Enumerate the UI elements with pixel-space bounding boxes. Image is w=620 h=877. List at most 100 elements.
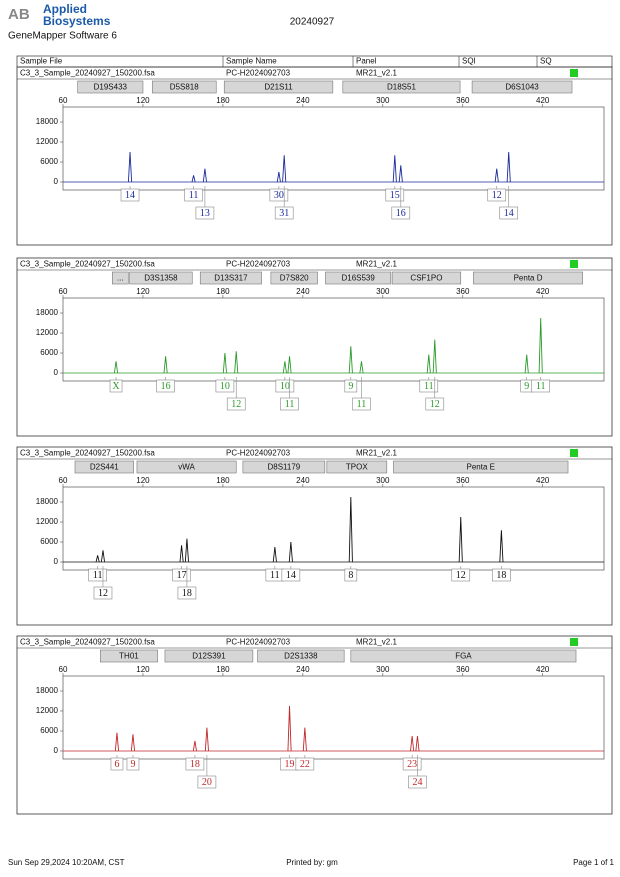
x-tick-label: 180 [216, 96, 230, 105]
sample-file: C3_3_Sample_20240927_150200.fsa [20, 449, 155, 458]
plot-area [62, 486, 605, 571]
quality-flag [570, 260, 578, 268]
x-tick-label: 120 [136, 476, 150, 485]
allele-label: 14 [125, 190, 135, 201]
y-tick-label: 12000 [36, 328, 59, 337]
panel-name: MR21_v2.1 [356, 69, 397, 78]
x-tick-label: 420 [536, 287, 550, 296]
y-tick-label: 6000 [40, 726, 58, 735]
marker-name: D5S818 [170, 83, 199, 92]
marker-box [257, 649, 345, 663]
peak [415, 735, 420, 752]
sample-file: C3_3_Sample_20240927_150200.fsa [20, 260, 155, 269]
y-tick-label: 18000 [36, 497, 59, 506]
allele-box [110, 757, 124, 771]
plot-area [62, 106, 605, 191]
x-tick-label: 60 [59, 665, 68, 674]
peak [282, 155, 287, 183]
sample-name: PC-H2024092703 [226, 260, 291, 269]
allele-label: 12 [492, 190, 502, 201]
peak [506, 151, 511, 183]
allele-label: X [112, 381, 120, 392]
peak [202, 168, 207, 183]
allele-label: 14 [504, 208, 514, 219]
allele-box [126, 757, 140, 771]
plot-area [62, 675, 605, 760]
allele-label: 8 [348, 570, 353, 581]
peak [234, 351, 239, 374]
allele-label: 12 [430, 399, 440, 410]
allele-label: 11 [424, 381, 434, 392]
peak [398, 165, 403, 183]
allele-box [425, 397, 445, 411]
peak [95, 555, 100, 563]
allele-label: 11 [285, 399, 295, 410]
peak [179, 545, 184, 563]
peak [538, 317, 543, 374]
peak [494, 168, 499, 183]
column-header: Sample File [20, 57, 63, 66]
allele-label: 18 [190, 759, 200, 770]
allele-box [280, 397, 299, 411]
x-tick-label: 360 [456, 96, 470, 105]
column-header: Panel [356, 57, 377, 66]
marker-name: D2S441 [90, 463, 119, 472]
marker-box [393, 460, 569, 474]
allele-label: 9 [130, 759, 135, 770]
logo-mark: AB [8, 6, 30, 23]
marker-name: D8S1179 [267, 463, 300, 472]
peak [184, 538, 189, 563]
footer-user: Printed by: gm [286, 858, 338, 867]
marker-box [242, 460, 326, 474]
allele-box [451, 568, 471, 582]
panel-frame [16, 257, 613, 437]
brand: Applied [43, 2, 87, 16]
allele-label: 11 [536, 381, 546, 392]
allele-box [487, 188, 507, 202]
allele-label: 18 [496, 570, 506, 581]
allele-box [120, 188, 140, 202]
marker-box [100, 649, 158, 663]
y-tick-label: 0 [54, 557, 59, 566]
panel-name: MR21_v2.1 [356, 260, 397, 269]
allele-box [274, 206, 294, 220]
allele-label: 19 [285, 759, 295, 770]
marker-box [199, 271, 262, 285]
footer-date: Sun Sep 29,2024 10:20AM, CST [8, 858, 125, 867]
allele-box [156, 379, 175, 393]
y-tick-label: 12000 [36, 706, 59, 715]
peak [288, 541, 293, 563]
allele-label: 11 [93, 570, 103, 581]
allele-box [109, 379, 123, 393]
allele-box [269, 188, 289, 202]
peak [276, 171, 281, 183]
marker-box [112, 271, 129, 285]
allele-label: 16 [161, 381, 171, 392]
marker-box [77, 80, 144, 94]
panel-name: MR21_v2.1 [356, 449, 397, 458]
allele-label: 15 [390, 190, 400, 201]
peak [191, 175, 196, 183]
plot-area [62, 297, 605, 382]
allele-label: 14 [286, 570, 296, 581]
quality-flag [570, 638, 578, 646]
peak [282, 361, 287, 374]
marker-name: D19S433 [94, 83, 128, 92]
column-header: SQI [462, 57, 476, 66]
x-tick-label: 360 [456, 665, 470, 674]
footer-page: Page 1 of 1 [573, 858, 614, 867]
allele-box [385, 188, 405, 202]
x-tick-label: 180 [216, 287, 230, 296]
allele-box [195, 206, 215, 220]
allele-box [184, 188, 203, 202]
allele-label: 12 [98, 588, 108, 599]
marker-box [342, 80, 461, 94]
panel-frame [16, 66, 613, 246]
allele-label: 24 [412, 777, 422, 788]
peak [432, 339, 437, 374]
peak [287, 356, 292, 374]
marker-name: D2S1338 [284, 652, 318, 661]
quality-flag [570, 449, 578, 457]
peak [163, 356, 168, 374]
allele-label: 12 [231, 399, 241, 410]
